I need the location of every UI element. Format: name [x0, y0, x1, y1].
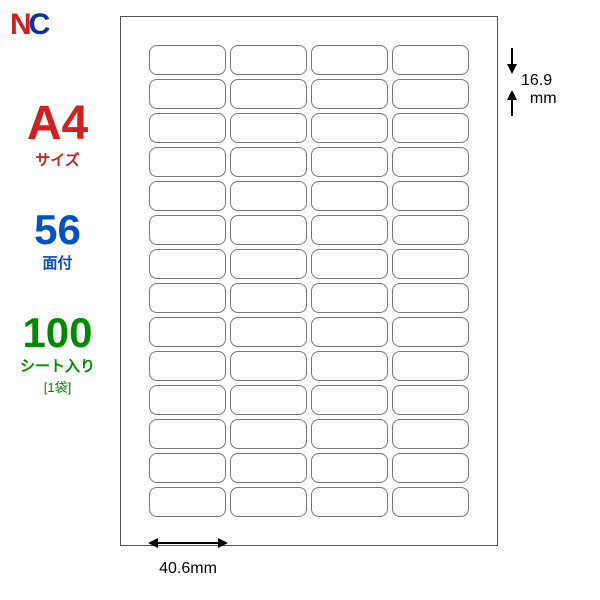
label-cell: [149, 249, 226, 279]
brand-logo: NC: [10, 8, 47, 42]
badge-faces: 56 面付: [10, 209, 105, 274]
label-cell: [230, 215, 307, 245]
label-cell: [392, 283, 469, 313]
dim-h-value: 16.9 mm: [521, 72, 557, 107]
label-cell: [230, 283, 307, 313]
label-cell: [311, 249, 388, 279]
label-cell: [149, 385, 226, 415]
badge-sheets-note: [1袋]: [10, 379, 105, 397]
label-cell: [149, 215, 226, 245]
dim-w-line: [158, 542, 218, 544]
badge-faces-sub: 面付: [10, 253, 105, 274]
dim-h-stem-top: [511, 48, 513, 64]
label-cell: [392, 113, 469, 143]
label-cell: [230, 351, 307, 381]
label-cell: [392, 181, 469, 211]
label-cell: [149, 487, 226, 517]
label-cell: [230, 453, 307, 483]
label-cell: [392, 147, 469, 177]
label-sheet: [120, 16, 498, 546]
label-cell: [311, 487, 388, 517]
label-cell: [311, 351, 388, 381]
dimension-height: 16.9 mm: [503, 64, 593, 124]
label-cell: [149, 113, 226, 143]
label-cell: [149, 45, 226, 75]
label-cell: [311, 453, 388, 483]
label-cell: [149, 351, 226, 381]
logo-n: N: [10, 8, 29, 41]
label-cell: [230, 147, 307, 177]
badge-size: A4 サイズ: [10, 100, 105, 171]
label-cell: [392, 385, 469, 415]
label-cell: [230, 181, 307, 211]
label-cell: [230, 249, 307, 279]
label-cell: [311, 317, 388, 347]
spec-badges: A4 サイズ 56 面付 100 シート入り [1袋]: [10, 100, 105, 435]
label-cell: [392, 419, 469, 449]
badge-size-sub: サイズ: [10, 150, 105, 171]
label-cell: [149, 317, 226, 347]
label-cell: [392, 317, 469, 347]
label-cell: [311, 215, 388, 245]
label-cell: [392, 45, 469, 75]
label-cell: [311, 419, 388, 449]
label-cell: [149, 79, 226, 109]
label-cell: [311, 385, 388, 415]
badge-size-value: A4: [10, 100, 105, 148]
label-cell: [230, 385, 307, 415]
label-cell: [311, 181, 388, 211]
badge-sheets-value: 100: [10, 312, 105, 354]
label-grid: [149, 45, 469, 517]
label-cell: [230, 317, 307, 347]
dimension-width: 40.6mm: [148, 532, 228, 578]
label-cell: [392, 79, 469, 109]
label-cell: [230, 79, 307, 109]
logo-c: C: [29, 8, 48, 41]
label-cell: [392, 351, 469, 381]
label-cell: [311, 147, 388, 177]
label-cell: [311, 79, 388, 109]
label-cell: [392, 249, 469, 279]
label-cell: [392, 215, 469, 245]
dim-w-value: 40.6mm: [148, 560, 228, 578]
canvas: NC A4 サイズ 56 面付 100 シート入り [1袋] 40.6mm 16…: [0, 0, 600, 600]
badge-sheets-sub: シート入り: [10, 356, 105, 377]
label-cell: [230, 45, 307, 75]
label-cell: [149, 147, 226, 177]
dim-h-arrow-up: [507, 90, 517, 100]
dim-h-arrow-down: [507, 64, 517, 74]
label-cell: [392, 453, 469, 483]
badge-sheets: 100 シート入り [1袋]: [10, 312, 105, 397]
label-cell: [149, 419, 226, 449]
label-cell: [311, 113, 388, 143]
label-cell: [311, 45, 388, 75]
label-cell: [230, 487, 307, 517]
label-cell: [149, 181, 226, 211]
badge-faces-value: 56: [10, 209, 105, 251]
label-cell: [149, 283, 226, 313]
label-cell: [311, 283, 388, 313]
label-cell: [392, 487, 469, 517]
label-cell: [230, 113, 307, 143]
dim-h-stem-bot: [511, 100, 513, 116]
label-cell: [230, 419, 307, 449]
dim-w-arrows: [148, 532, 228, 546]
label-cell: [149, 453, 226, 483]
